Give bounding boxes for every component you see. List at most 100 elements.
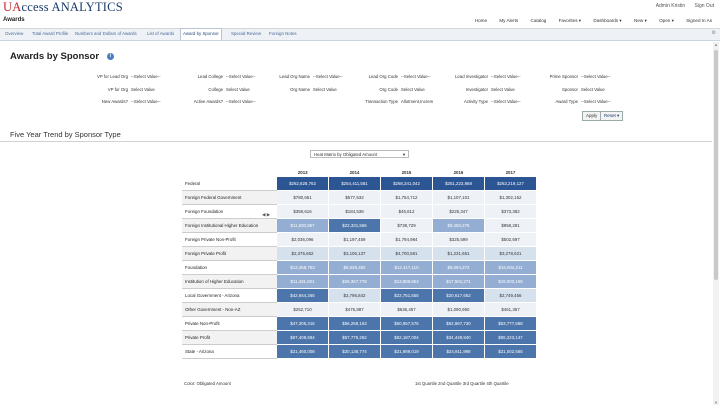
reset-button[interactable]: Reset ▾ (600, 111, 624, 121)
amount-cell[interactable]: $1,302,152 (484, 190, 537, 205)
tab-special-review[interactable]: Special Review (231, 31, 262, 36)
sponsor-type-cell[interactable]: Private Profit (182, 330, 277, 345)
amount-cell[interactable]: $577,532 (328, 190, 381, 205)
amount-cell[interactable]: $3,278,621 (484, 246, 537, 261)
amount-cell[interactable]: $21,460,008 (277, 344, 329, 359)
sponsor-type-cell[interactable]: State - Arizona (182, 344, 277, 359)
amount-cell[interactable]: $2,376,662 (277, 246, 329, 261)
amount-cell[interactable]: $373,382 (484, 204, 537, 219)
prompt-select[interactable]: Select Value (313, 87, 337, 92)
amount-cell[interactable]: $56,259,163 (328, 316, 381, 331)
prompt-select[interactable]: --Select Value-- (491, 74, 521, 79)
amount-cell[interactable]: $12,417,110 (380, 260, 433, 275)
amount-cell[interactable]: $13,358,753 (277, 260, 329, 275)
tab-numbers-and-dollars[interactable]: Numbers and Dollars of Awards (75, 31, 137, 36)
sponsor-type-cell[interactable]: Other Government - Non-AZ (182, 302, 277, 317)
amount-cell[interactable]: $17,501,271 (432, 274, 485, 289)
tab-list-of-awards[interactable]: List of Awards (147, 31, 175, 36)
prompt-select[interactable]: --Select Value-- (226, 99, 256, 104)
amount-cell[interactable]: $252,710 (277, 302, 329, 317)
tab-foreign-notes[interactable]: Foreign Notes (269, 31, 297, 36)
prompt-select[interactable]: Allotment,Increm (401, 99, 434, 104)
amount-cell[interactable]: $263,219,127 (484, 177, 537, 191)
amount-cell[interactable]: $50,957,576 (380, 316, 433, 331)
amount-cell[interactable]: $780,651 (277, 190, 329, 205)
amount-cell[interactable]: $636,457 (380, 302, 433, 317)
sponsor-type-cell[interactable]: Institution of Higher Education (182, 274, 277, 289)
amount-cell[interactable]: $9,450,276 (432, 218, 485, 233)
amount-cell[interactable]: $45,612 (380, 204, 433, 219)
amount-cell[interactable]: $20,617,652 (432, 288, 485, 303)
amount-cell[interactable]: $225,347 (432, 204, 485, 219)
sponsor-type-cell[interactable]: Foreign Institutional Higher Education (182, 218, 277, 233)
nav-open[interactable]: Open ▾ (659, 18, 674, 23)
amount-cell[interactable]: $1,197,459 (328, 232, 381, 247)
prompt-select[interactable]: --Select Value-- (131, 74, 161, 79)
nav-favorites[interactable]: Favorites ▾ (558, 18, 582, 23)
amount-cell[interactable]: $958,281 (484, 218, 537, 233)
user-name-link[interactable]: Admin Kristin (655, 3, 686, 9)
nav-my-alerts[interactable]: My Alerts (499, 18, 519, 23)
amount-cell[interactable]: $2,749,456 (484, 288, 537, 303)
amount-cell[interactable]: $1,754,712 (380, 190, 433, 205)
amount-cell[interactable]: $19,003,168 (484, 274, 537, 289)
sponsor-type-cell[interactable]: Foreign Private Profit (182, 246, 277, 261)
app-logo[interactable]: UAccess ANALYTICS (3, 0, 123, 15)
amount-cell[interactable]: $20,138,774 (328, 344, 381, 359)
tab-overview[interactable]: Overview (5, 31, 24, 36)
amount-cell[interactable]: $1,794,984 (380, 232, 433, 247)
scroll-down-icon[interactable]: ▼ (714, 400, 718, 405)
amount-cell[interactable]: $4,700,591 (380, 246, 433, 261)
prompt-select[interactable]: --Select Value-- (401, 74, 431, 79)
sponsor-type-cell[interactable]: Foreign Foundation (182, 204, 277, 219)
apply-button[interactable]: Apply (582, 111, 602, 121)
tab-award-by-sponsor[interactable]: Award by Sponsor (180, 28, 222, 40)
prompt-select[interactable]: --Select Value-- (581, 99, 611, 104)
amount-cell[interactable]: $184,538 (328, 204, 381, 219)
amount-cell[interactable]: $738,729 (380, 218, 433, 233)
amount-cell[interactable]: $21,002,565 (484, 344, 537, 359)
amount-cell[interactable]: $251,223,868 (432, 177, 485, 191)
amount-cell[interactable]: $47,305,316 (277, 316, 329, 331)
sponsor-type-cell[interactable]: Foundation (182, 260, 277, 275)
nav-signed-in-as[interactable]: Signed In As (686, 18, 712, 23)
prompt-select[interactable]: --Select Value-- (313, 74, 343, 79)
prompt-select[interactable]: Select Value (131, 87, 155, 92)
amount-cell[interactable]: $57,775,262 (328, 330, 381, 345)
info-icon[interactable]: i (107, 53, 114, 60)
prompt-select[interactable]: --Select Value-- (131, 99, 161, 104)
amount-cell[interactable]: $2,796,842 (328, 288, 381, 303)
scroll-thumb[interactable] (714, 50, 718, 280)
amount-cell[interactable]: $502,697 (484, 232, 537, 247)
view-selector[interactable]: Heat Matrix by Obligated Amount ▼ (310, 150, 409, 158)
sponsor-type-cell[interactable]: Foreign Federal Government (182, 190, 277, 205)
amount-cell[interactable]: $52,967,730 (432, 316, 485, 331)
amount-cell[interactable]: $359,616 (277, 204, 329, 219)
amount-cell[interactable]: $22,331,565 (328, 218, 381, 233)
prompt-select[interactable]: --Select Value-- (226, 74, 256, 79)
amount-cell[interactable]: $16,004,211 (484, 260, 537, 275)
amount-cell[interactable]: $11,500,967 (277, 218, 329, 233)
prompt-select[interactable]: Select Value (581, 87, 605, 92)
amount-cell[interactable]: $1,231,651 (432, 246, 485, 261)
amount-cell[interactable]: $53,777,588 (484, 316, 537, 331)
amount-cell[interactable]: $8,529,382 (328, 260, 381, 275)
sponsor-type-cell[interactable]: Private Non-Profit (182, 316, 277, 331)
prompt-select[interactable]: Select Value (491, 87, 515, 92)
amount-cell[interactable]: $262,628,762 (277, 177, 329, 191)
amount-cell[interactable]: $26,357,778 (328, 274, 381, 289)
vertical-scrollbar[interactable]: ▲ ▼ (713, 42, 719, 405)
amount-cell[interactable]: $67,409,684 (277, 330, 329, 345)
prompt-select[interactable]: Select Value (401, 87, 425, 92)
sign-out-link[interactable]: Sign Out (694, 3, 714, 9)
prompt-select[interactable]: Select Value (226, 87, 250, 92)
sponsor-type-cell[interactable]: Federal (182, 177, 277, 191)
amount-cell[interactable]: $22,751,555 (380, 288, 433, 303)
amount-cell[interactable]: $55,223,147 (484, 330, 537, 345)
amount-cell[interactable]: $268,341,042 (380, 177, 433, 191)
amount-cell[interactable]: $461,357 (484, 302, 537, 317)
amount-cell[interactable]: $13,889,854 (380, 274, 433, 289)
nav-dashboards[interactable]: Dashboards ▾ (593, 18, 622, 23)
amount-cell[interactable]: $254,411,581 (328, 177, 381, 191)
amount-cell[interactable]: $2,036,096 (277, 232, 329, 247)
